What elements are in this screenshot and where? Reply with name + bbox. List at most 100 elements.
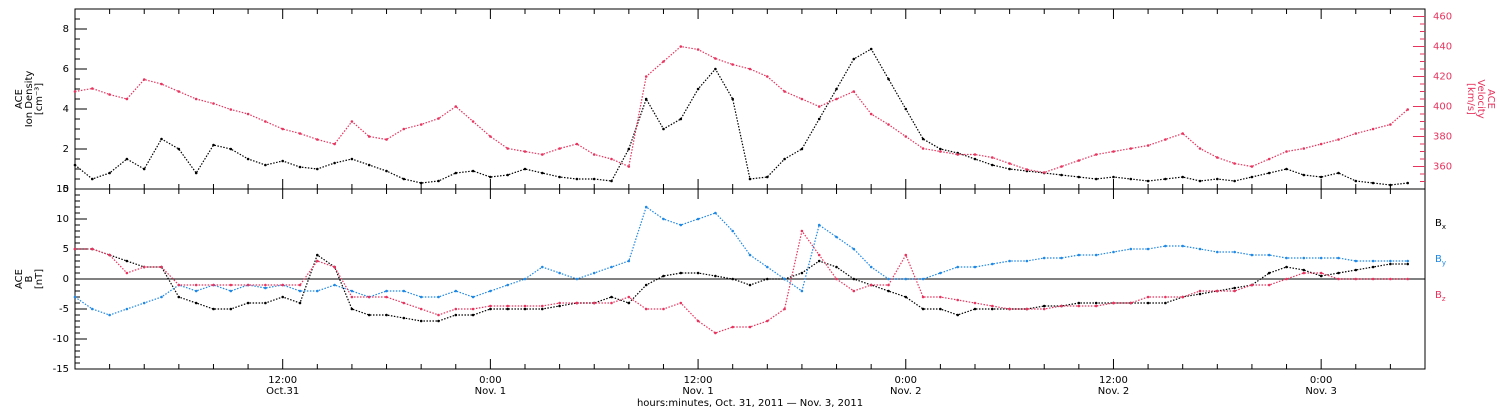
- velocity-point: [506, 147, 510, 150]
- ion-density-point: [991, 163, 994, 167]
- bz-point: [1094, 304, 1098, 308]
- velocity-point: [956, 153, 959, 156]
- velocity-point: [1406, 108, 1409, 111]
- ion-density-point: [194, 171, 198, 175]
- by-point: [904, 277, 908, 281]
- ion-density-point: [592, 177, 596, 181]
- velocity-point: [887, 123, 890, 126]
- by-point: [91, 307, 94, 311]
- bz-point: [1267, 283, 1271, 287]
- bz-point: [939, 295, 942, 299]
- top-left-tick-label: 6: [63, 64, 69, 75]
- bx-point: [1285, 265, 1288, 269]
- by-point: [523, 277, 527, 281]
- bx-point: [921, 307, 925, 311]
- bz-point: [229, 283, 233, 287]
- by-point: [142, 301, 146, 305]
- by-point: [869, 265, 873, 269]
- velocity-point: [696, 48, 700, 51]
- bz-point: [1302, 271, 1306, 275]
- x-tick-label-date: Nov. 1: [475, 386, 506, 397]
- by-point: [402, 289, 406, 293]
- bx-point: [298, 301, 302, 305]
- bz-point: [1233, 289, 1236, 293]
- bx-point: [1302, 268, 1306, 272]
- by-point: [1112, 250, 1115, 254]
- b-legend: Bx By Bz: [1435, 218, 1446, 303]
- by-point: [1389, 259, 1392, 263]
- bx-point: [264, 301, 267, 305]
- ion-density-point: [904, 107, 908, 111]
- bz-point: [1025, 307, 1029, 311]
- by-point: [714, 211, 717, 215]
- velocity-point: [1146, 144, 1150, 147]
- bx-point: [800, 271, 804, 275]
- bx-point: [177, 295, 181, 299]
- by-point: [489, 289, 492, 293]
- ion-density-point: [212, 143, 215, 147]
- ion-density-point: [921, 137, 925, 141]
- velocity-point: [419, 123, 423, 126]
- bz-point: [523, 304, 527, 308]
- bottom-left-ylabel: ACE B [nT]: [14, 269, 45, 289]
- by-point: [160, 295, 163, 299]
- velocity-point: [1025, 168, 1029, 171]
- ion-density-point: [887, 77, 890, 81]
- velocity-point: [367, 135, 371, 138]
- by-point: [1302, 256, 1306, 260]
- by-point: [298, 289, 302, 293]
- bx-point: [541, 307, 544, 311]
- ion-density-point: [575, 177, 579, 181]
- top-left-tick-label: 0: [63, 184, 69, 195]
- velocity-point: [1250, 165, 1254, 168]
- bz-point: [367, 295, 371, 299]
- velocity-point: [316, 138, 319, 141]
- by-point: [973, 265, 977, 269]
- bz-point: [1371, 277, 1375, 281]
- bz-point: [1164, 295, 1167, 299]
- top-right-tick-label: 380: [1433, 132, 1452, 143]
- bx-point: [973, 307, 977, 311]
- ion-density-point: [1337, 171, 1340, 175]
- bx-point: [714, 274, 717, 278]
- velocity-point: [229, 108, 233, 111]
- ion-density-point: [973, 157, 977, 161]
- ion-density-point: [350, 157, 354, 161]
- by-point: [264, 286, 267, 290]
- bz-point: [350, 295, 354, 299]
- ion-density-point: [748, 177, 752, 181]
- velocity-point: [1112, 150, 1115, 153]
- ion-density-point: [1267, 171, 1271, 175]
- bottom-left-tick-label: 10: [56, 214, 69, 225]
- velocity-point: [1233, 162, 1236, 165]
- ion-density-point: [731, 97, 734, 101]
- bz-point: [731, 325, 734, 329]
- velocity-point: [108, 93, 111, 96]
- bz-point: [766, 319, 769, 323]
- velocity-point: [973, 153, 977, 156]
- ion-density-point: [419, 181, 423, 185]
- velocity-point: [731, 63, 734, 66]
- velocity-point: [1077, 159, 1081, 162]
- top-left-tick-label: 4: [63, 104, 69, 115]
- bz-point: [281, 283, 285, 287]
- by-point: [1077, 253, 1081, 257]
- by-point: [73, 295, 77, 299]
- bx-point: [610, 295, 613, 299]
- bx-point: [229, 307, 233, 311]
- bottom-panel-series: [73, 205, 1409, 335]
- by-point: [956, 265, 959, 269]
- ion-density-point: [160, 137, 163, 141]
- by-point: [939, 271, 942, 275]
- by-point: [333, 283, 336, 287]
- ion-density-point: [316, 167, 319, 171]
- top-left-ylabel-line2: Ion Density: [24, 71, 35, 128]
- bz-point: [662, 307, 665, 311]
- by-point: [731, 229, 734, 233]
- top-right-tick-label: 400: [1433, 102, 1452, 113]
- velocity-point: [471, 120, 475, 123]
- ion-density-point: [662, 127, 665, 131]
- by-point: [1406, 259, 1409, 263]
- by-point: [921, 277, 925, 281]
